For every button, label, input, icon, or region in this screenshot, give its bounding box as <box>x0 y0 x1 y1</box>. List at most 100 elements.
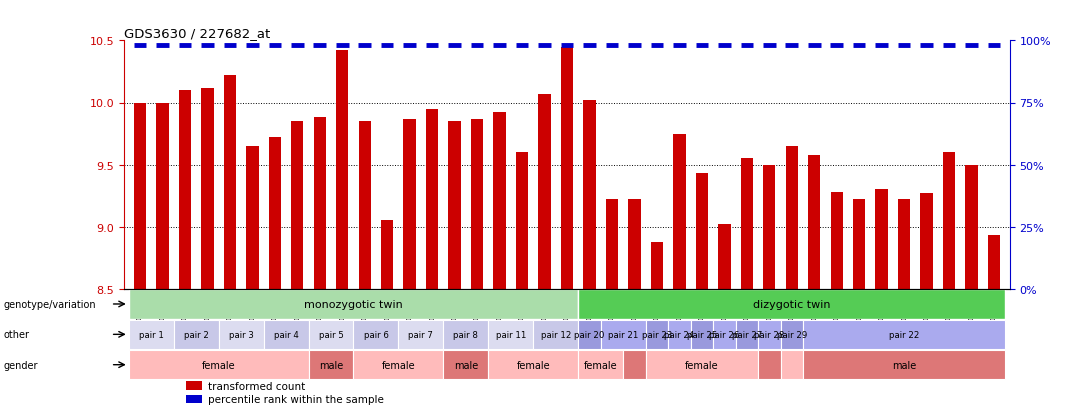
Text: male: male <box>892 360 916 370</box>
Bar <box>309 350 353 380</box>
Text: GDS3630 / 227682_at: GDS3630 / 227682_at <box>124 27 270 40</box>
Text: female: female <box>381 360 415 370</box>
Bar <box>718 225 730 289</box>
Bar <box>578 350 623 380</box>
Text: female: female <box>516 360 550 370</box>
Bar <box>578 290 1005 319</box>
Bar <box>646 320 669 349</box>
Bar <box>920 194 933 289</box>
Text: pair 8: pair 8 <box>454 330 478 339</box>
Bar <box>129 320 174 349</box>
Bar <box>157 103 168 289</box>
Bar <box>269 138 281 289</box>
Bar <box>494 113 505 289</box>
Bar <box>713 320 735 349</box>
Bar <box>186 381 202 390</box>
Bar <box>629 200 640 289</box>
Text: dizygotic twin: dizygotic twin <box>753 299 831 309</box>
Text: female: female <box>685 360 718 370</box>
Bar <box>804 350 1005 380</box>
Bar <box>741 159 753 289</box>
Bar <box>758 320 781 349</box>
Bar <box>578 320 600 349</box>
Bar <box>313 118 326 289</box>
Text: pair 3: pair 3 <box>229 330 254 339</box>
Text: gender: gender <box>3 360 38 370</box>
Bar <box>781 320 804 349</box>
Text: pair 7: pair 7 <box>408 330 433 339</box>
Bar <box>583 101 596 289</box>
Bar <box>785 147 798 289</box>
Text: pair 4: pair 4 <box>273 330 298 339</box>
Bar <box>292 122 303 289</box>
Text: male: male <box>454 360 478 370</box>
Bar <box>488 320 534 349</box>
Bar <box>224 76 237 289</box>
Bar <box>646 350 758 380</box>
Text: pair 25: pair 25 <box>687 330 717 339</box>
Bar <box>381 221 393 289</box>
Bar <box>853 200 865 289</box>
Bar <box>876 190 888 289</box>
Bar <box>897 200 910 289</box>
Bar <box>690 320 713 349</box>
Bar <box>831 192 842 289</box>
Bar <box>186 395 202 404</box>
Bar <box>129 290 578 319</box>
Text: pair 24: pair 24 <box>664 330 694 339</box>
Bar <box>669 320 690 349</box>
Bar <box>781 350 804 380</box>
Bar <box>134 103 146 289</box>
Bar <box>516 153 528 289</box>
Bar <box>808 155 821 289</box>
Bar <box>600 320 646 349</box>
Bar <box>201 88 214 289</box>
Bar <box>488 350 578 380</box>
Bar <box>359 122 370 289</box>
Text: other: other <box>3 330 29 339</box>
Bar <box>426 109 438 289</box>
Bar <box>264 320 309 349</box>
Bar <box>444 320 488 349</box>
Text: pair 29: pair 29 <box>777 330 807 339</box>
Bar <box>606 200 618 289</box>
Text: pair 23: pair 23 <box>642 330 672 339</box>
Text: female: female <box>202 360 235 370</box>
Bar <box>448 122 461 289</box>
Text: pair 2: pair 2 <box>184 330 208 339</box>
Text: pair 27: pair 27 <box>731 330 762 339</box>
Text: male: male <box>319 360 343 370</box>
Text: female: female <box>584 360 618 370</box>
Bar <box>399 320 444 349</box>
Bar <box>309 320 353 349</box>
Text: percentile rank within the sample: percentile rank within the sample <box>208 394 384 404</box>
Bar <box>218 320 264 349</box>
Text: pair 6: pair 6 <box>364 330 389 339</box>
Bar <box>353 320 399 349</box>
Bar <box>404 119 416 289</box>
Text: pair 12: pair 12 <box>541 330 571 339</box>
Text: pair 11: pair 11 <box>496 330 526 339</box>
Text: genotype/variation: genotype/variation <box>3 299 96 309</box>
Bar <box>336 51 349 289</box>
Bar <box>673 134 686 289</box>
Bar <box>735 320 758 349</box>
Text: pair 21: pair 21 <box>608 330 638 339</box>
Bar <box>444 350 488 380</box>
Bar <box>758 350 781 380</box>
Text: pair 26: pair 26 <box>710 330 740 339</box>
Bar <box>129 350 309 380</box>
Bar <box>471 119 483 289</box>
Bar <box>966 165 977 289</box>
Bar <box>561 47 573 289</box>
Bar <box>764 165 775 289</box>
Bar <box>538 95 551 289</box>
Text: transformed count: transformed count <box>208 381 306 391</box>
Text: pair 28: pair 28 <box>754 330 784 339</box>
Bar <box>353 350 444 380</box>
Bar <box>246 147 258 289</box>
Bar <box>804 320 1005 349</box>
Bar <box>174 320 218 349</box>
Text: pair 20: pair 20 <box>575 330 605 339</box>
Text: pair 22: pair 22 <box>889 330 919 339</box>
